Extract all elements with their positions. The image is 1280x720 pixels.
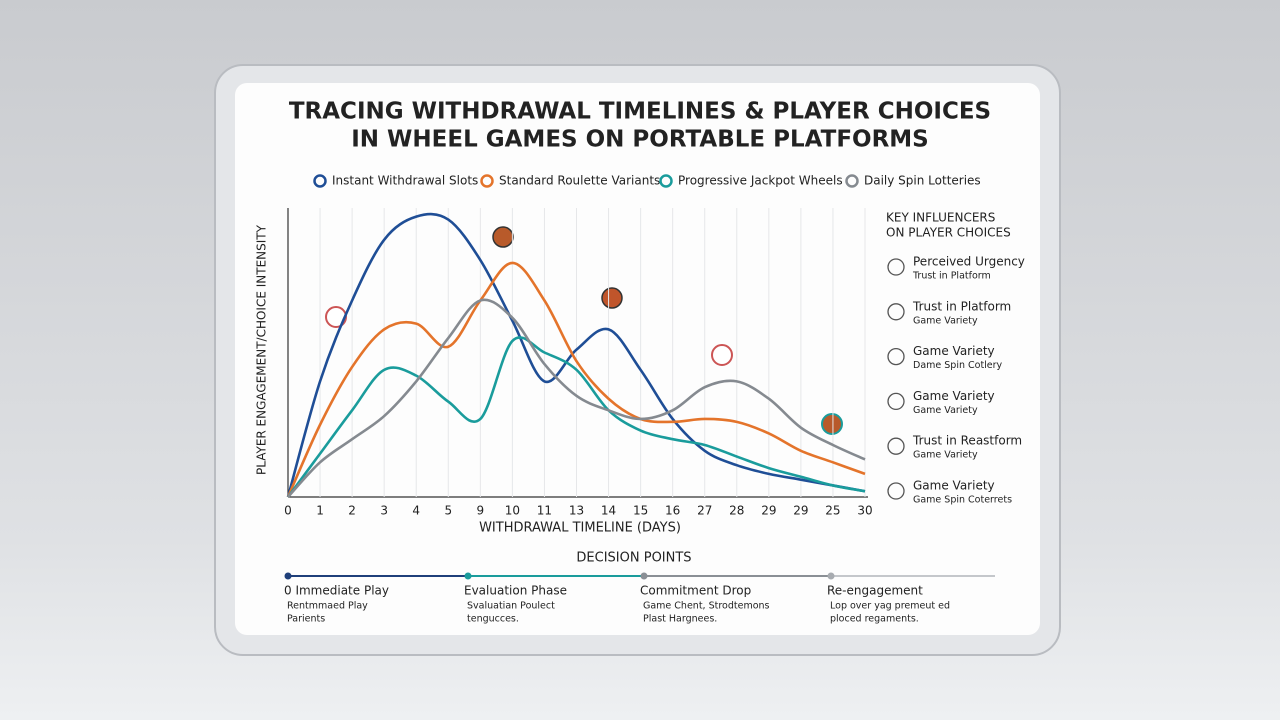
influencer-sub: Dame Spin Cotlery xyxy=(913,360,1003,371)
influencer-label: Trust in Platform xyxy=(912,299,1011,313)
influencer-icon xyxy=(887,347,905,366)
x-tick-label: 27 xyxy=(697,504,712,518)
decision-desc: Rentmmaed Play xyxy=(287,601,368,612)
x-tick-label: 29 xyxy=(793,504,808,518)
decision-desc: Svaluatian Poulect xyxy=(467,601,555,612)
influencer-sub: Game Spin Coterrets xyxy=(913,495,1012,506)
influencer-icon xyxy=(887,392,905,411)
legend-swatch xyxy=(313,174,327,188)
decision-label: 0 Immediate Play xyxy=(284,584,389,598)
influencer-sub: Trust in Platform xyxy=(912,271,991,282)
influencer-sub: Game Variety xyxy=(913,405,978,416)
decision-dot xyxy=(284,572,292,580)
x-tick-label: 3 xyxy=(380,504,388,518)
influencer-label: Game Variety xyxy=(913,479,995,493)
decision-label: Commitment Drop xyxy=(640,584,751,598)
x-tick-label: 14 xyxy=(601,504,616,518)
decision-desc: Parients xyxy=(287,614,325,625)
decision-dot xyxy=(640,572,648,580)
x-tick-label: 1 xyxy=(316,504,324,518)
series-line xyxy=(286,261,866,498)
decision-desc: Lop over yag premeut ed xyxy=(830,601,950,612)
title-line: IN WHEEL GAMES ON PORTABLE PLATFORMS xyxy=(351,127,929,153)
x-tick-label: 25 xyxy=(825,504,840,518)
influencer-sub: Game Variety xyxy=(913,315,978,326)
influencer-label: Perceived Urgency xyxy=(913,255,1025,269)
icon xyxy=(711,344,733,366)
series-line xyxy=(287,298,866,498)
influencer-label: Trust in Reastform xyxy=(912,434,1022,448)
influencer-label: Game Variety xyxy=(913,344,995,358)
influencer-icon xyxy=(887,303,905,321)
decor-icons xyxy=(325,226,843,435)
icon xyxy=(821,413,843,435)
legend-label: Instant Withdrawal Slots xyxy=(332,174,478,188)
influencer-icon xyxy=(887,258,905,276)
x-tick-label: 4 xyxy=(412,504,420,518)
y-axis-label: PLAYER ENGAGEMENT/CHOICE INTENSITY xyxy=(255,224,269,475)
icon xyxy=(492,226,514,248)
x-tick-label: 9 xyxy=(477,504,485,518)
decision-label: Evaluation Phase xyxy=(464,584,567,598)
decision-title: DECISION POINTS xyxy=(576,551,691,566)
x-tick-label: 16 xyxy=(665,504,680,518)
x-tick-label: 2 xyxy=(348,504,356,518)
legend-label: Daily Spin Lotteries xyxy=(864,174,981,188)
decision-desc: Game Chent, Strodtemons xyxy=(643,601,770,612)
x-axis-label: WITHDRAWAL TIMELINE (DAYS) xyxy=(479,521,681,536)
legend-swatch xyxy=(659,174,673,188)
decision-desc: tengucces. xyxy=(467,614,519,625)
icon xyxy=(601,287,623,309)
x-tick-label: 15 xyxy=(633,504,648,518)
legend-label: Standard Roulette Variants xyxy=(499,174,660,188)
influencers-title: KEY INFLUENCERS xyxy=(886,211,995,225)
influencers-title: ON PLAYER CHOICES xyxy=(886,226,1011,240)
x-tick-label: 28 xyxy=(729,504,744,518)
x-tick-label: 11 xyxy=(537,504,552,518)
legend-label: Progressive Jackpot Wheels xyxy=(678,174,843,188)
x-tick-label: 10 xyxy=(505,504,520,518)
influencer-icon xyxy=(887,482,905,500)
decision-label: Re-engagement xyxy=(827,584,923,598)
decision-dot xyxy=(827,572,835,580)
decision-dot xyxy=(464,572,472,580)
x-tick-label: 13 xyxy=(569,504,584,518)
decision-desc: ploced regaments. xyxy=(830,614,919,625)
legend-swatch xyxy=(845,174,859,188)
influencer-icon xyxy=(887,437,905,455)
x-tick-label: 0 xyxy=(284,504,292,518)
title-line: TRACING WITHDRAWAL TIMELINES & PLAYER CH… xyxy=(289,99,991,125)
series-line xyxy=(286,336,866,498)
decision-desc: Plast Hargnees. xyxy=(643,614,717,625)
x-tick-label: 29 xyxy=(761,504,776,518)
legend-swatch xyxy=(480,174,494,188)
influencer-sub: Game Variety xyxy=(913,450,978,461)
x-tick-label: 30 xyxy=(857,504,872,518)
x-tick-label: 5 xyxy=(444,504,452,518)
series-line xyxy=(286,212,866,498)
influencer-label: Game Variety xyxy=(913,389,995,403)
